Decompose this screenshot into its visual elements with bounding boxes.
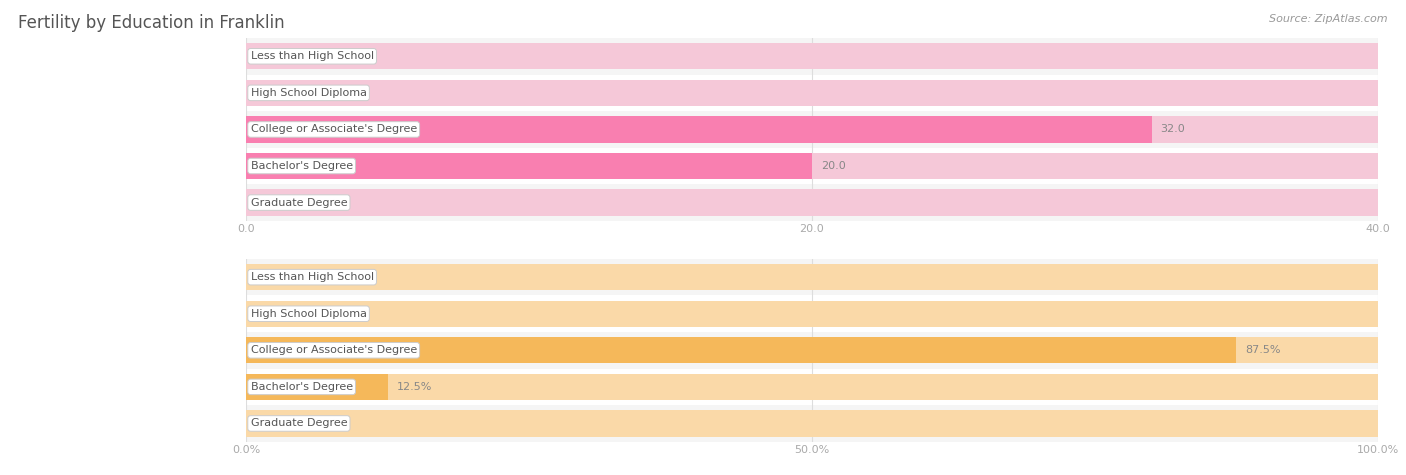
Text: Less than High School: Less than High School [250, 272, 374, 282]
Bar [246, 374, 1378, 400]
Bar [246, 148, 1378, 184]
Bar [246, 111, 1378, 148]
Text: Graduate Degree: Graduate Degree [250, 198, 347, 208]
Text: 20.0: 20.0 [821, 161, 846, 171]
Text: Bachelor's Degree: Bachelor's Degree [250, 382, 353, 392]
Text: 0.0: 0.0 [254, 88, 273, 98]
Text: Graduate Degree: Graduate Degree [250, 418, 347, 428]
Text: 0.0%: 0.0% [254, 272, 284, 282]
Text: Fertility by Education in Franklin: Fertility by Education in Franklin [18, 14, 285, 32]
Text: 32.0: 32.0 [1160, 124, 1185, 134]
Text: High School Diploma: High School Diploma [250, 88, 367, 98]
Bar [246, 190, 1378, 216]
Bar [246, 153, 813, 179]
Text: Bachelor's Degree: Bachelor's Degree [250, 161, 353, 171]
Bar [246, 259, 1378, 295]
Text: 12.5%: 12.5% [396, 382, 432, 392]
Text: Less than High School: Less than High School [250, 51, 374, 61]
Bar [246, 337, 1236, 363]
Bar [246, 153, 1378, 179]
Text: College or Associate's Degree: College or Associate's Degree [250, 345, 416, 355]
Text: 87.5%: 87.5% [1246, 345, 1281, 355]
Text: Source: ZipAtlas.com: Source: ZipAtlas.com [1270, 14, 1388, 24]
Bar [246, 116, 1378, 142]
Bar [246, 38, 1378, 75]
Text: College or Associate's Degree: College or Associate's Degree [250, 124, 416, 134]
Bar [246, 116, 1152, 142]
Text: 0.0%: 0.0% [254, 418, 284, 428]
Bar [246, 374, 388, 400]
Text: 0.0: 0.0 [254, 51, 273, 61]
Text: 0.0: 0.0 [254, 198, 273, 208]
Text: 0.0%: 0.0% [254, 309, 284, 319]
Bar [246, 369, 1378, 405]
Bar [246, 264, 1378, 290]
Text: High School Diploma: High School Diploma [250, 309, 367, 319]
Bar [246, 184, 1378, 221]
Bar [246, 75, 1378, 111]
Bar [246, 80, 1378, 106]
Bar [246, 410, 1378, 437]
Bar [246, 301, 1378, 327]
Bar [246, 405, 1378, 442]
Bar [246, 43, 1378, 69]
Bar [246, 332, 1378, 369]
Bar [246, 337, 1378, 363]
Bar [246, 295, 1378, 332]
